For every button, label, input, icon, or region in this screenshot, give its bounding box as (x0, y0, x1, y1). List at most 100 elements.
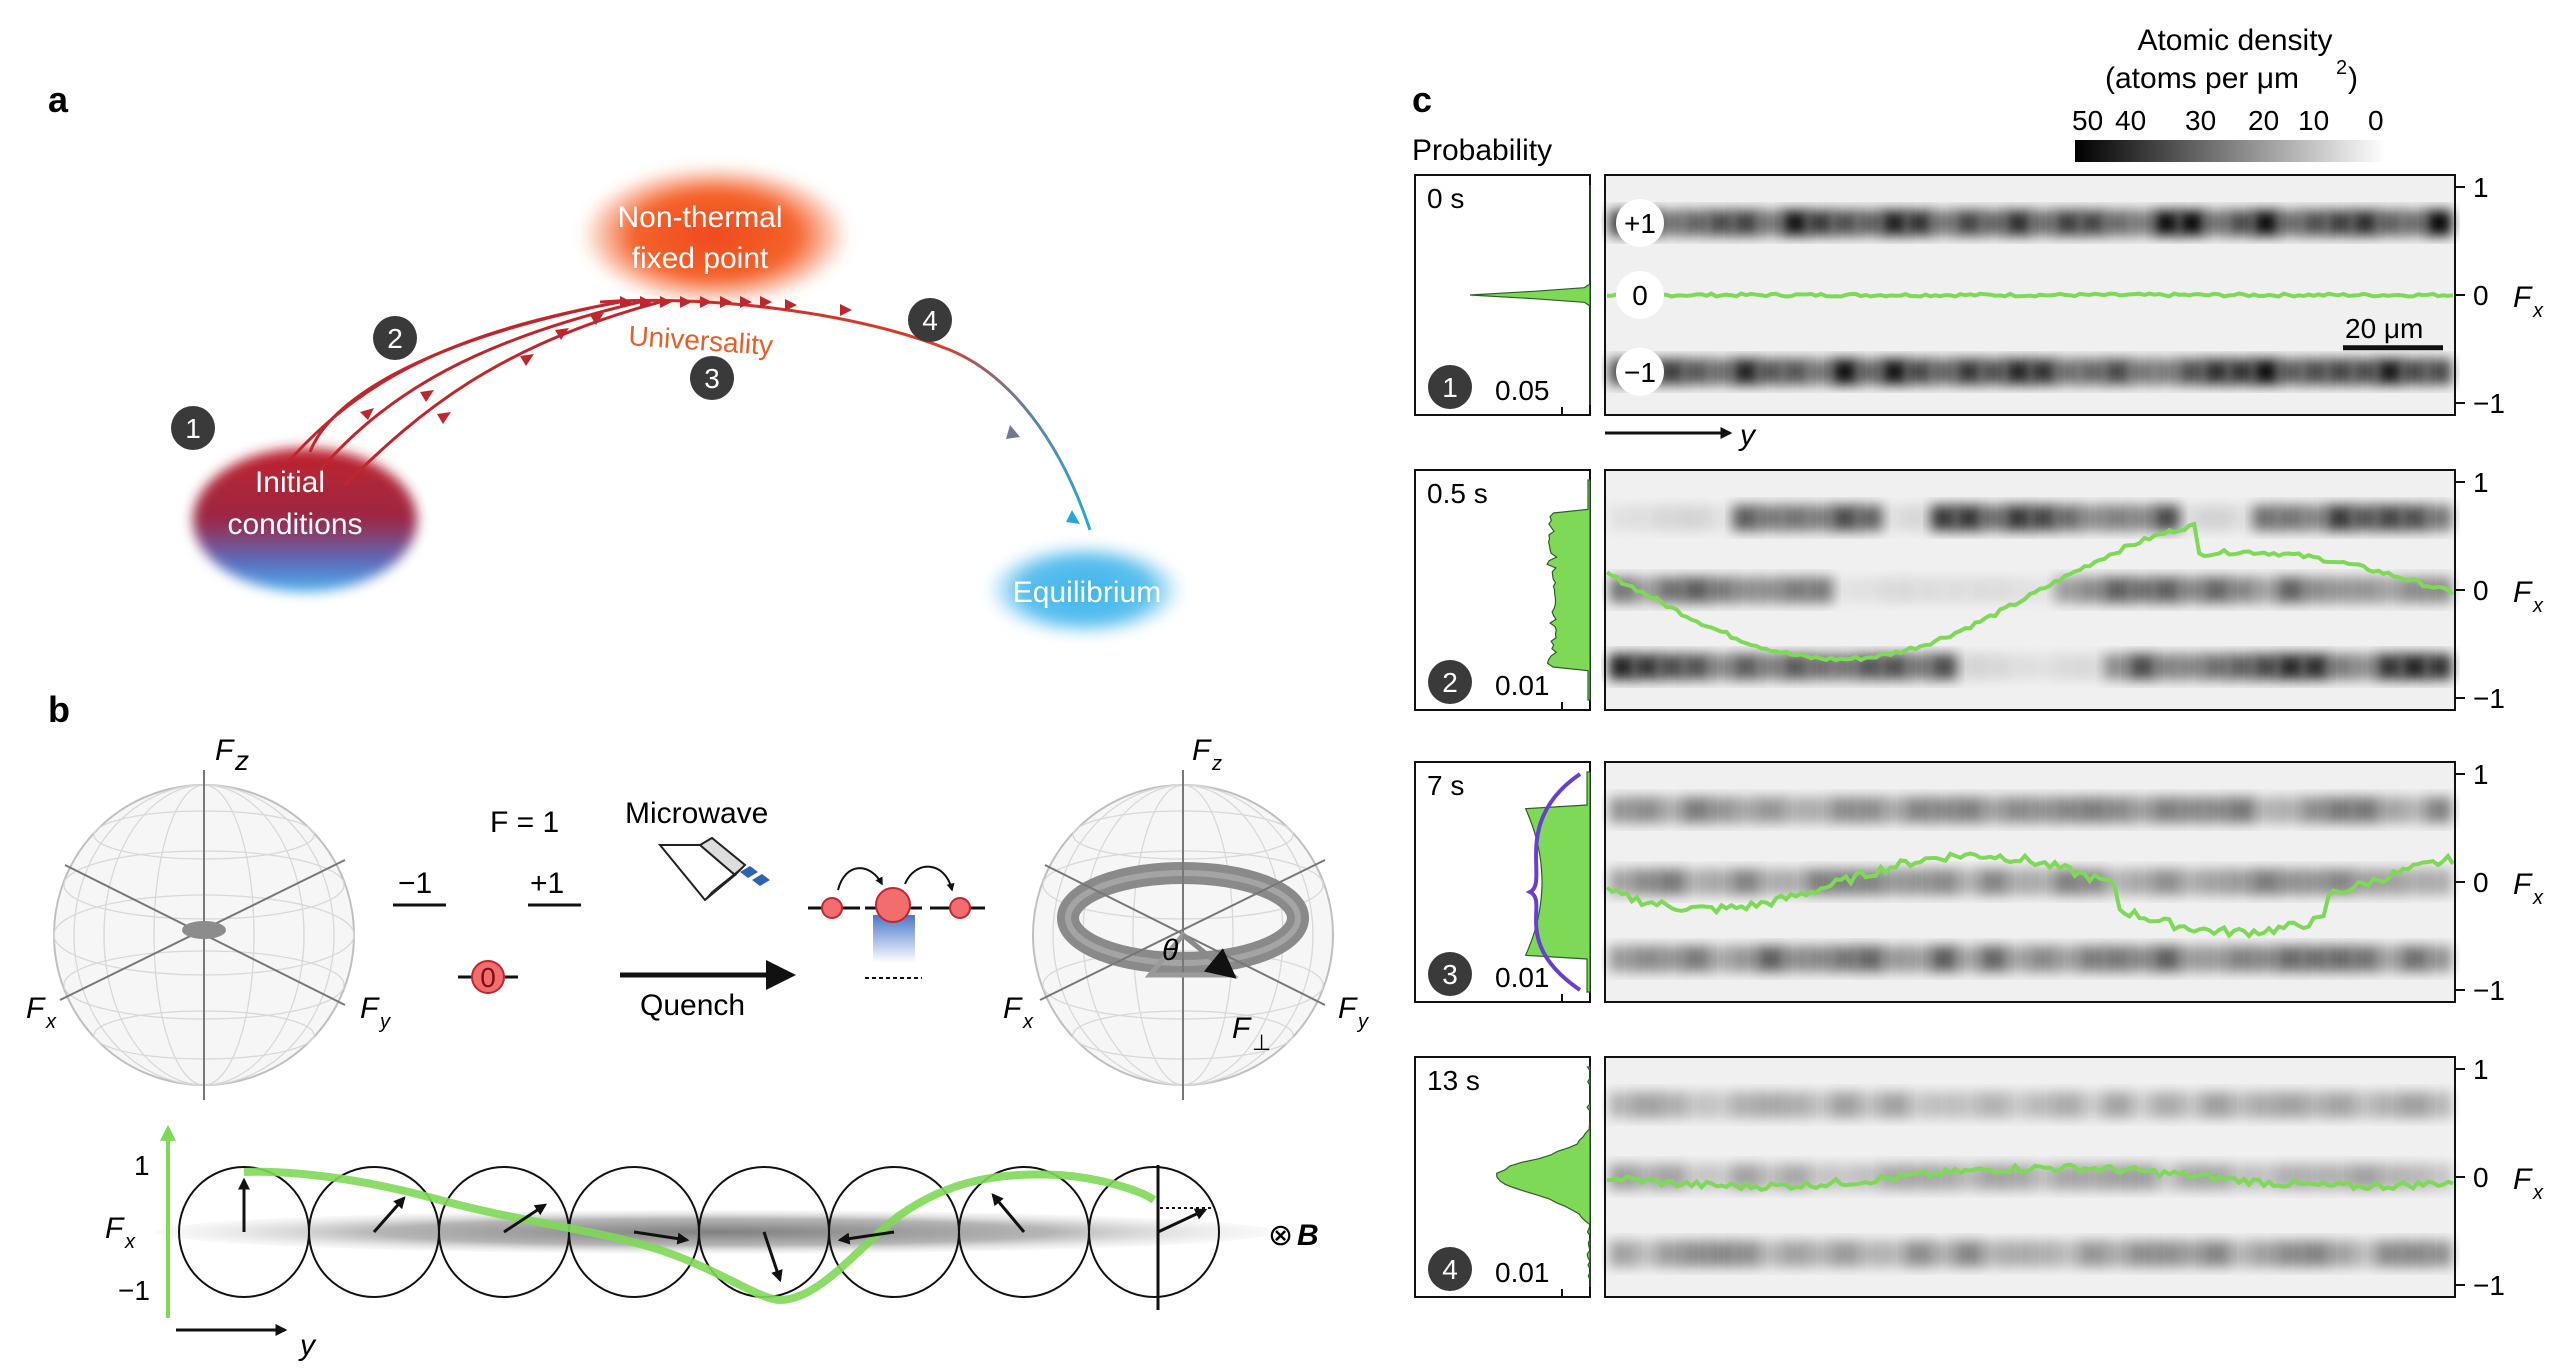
density-band (1782, 797, 1809, 823)
density-band (1856, 1092, 1883, 1118)
density-band (1683, 577, 1710, 603)
density-band (1930, 869, 1957, 895)
density-band (1683, 358, 1710, 385)
svg-text:F: F (1003, 992, 1023, 1025)
density-band (1609, 505, 1635, 531)
density-band (1980, 1240, 2007, 1267)
axis-tick-label: 0 (2473, 867, 2489, 898)
svg-text:y: y (298, 1329, 317, 1362)
density-band (2054, 1240, 2081, 1267)
density-band (2228, 577, 2254, 603)
density-band (1881, 358, 1908, 385)
density-band (2153, 869, 2180, 895)
density-band (1980, 505, 2007, 531)
equilibrium-blob (985, 542, 1185, 638)
density-band (1757, 945, 1784, 972)
fit-curve (1525, 772, 1582, 992)
density-band (1782, 653, 1809, 680)
density-band (1757, 797, 1784, 823)
y-axis-label: y (1738, 419, 1757, 452)
density-band (2302, 1092, 2329, 1118)
density-band (2054, 653, 2081, 680)
density-band (1658, 577, 1685, 603)
density-band (2401, 1092, 2428, 1118)
density-band (1856, 210, 1883, 236)
axis-tick-label: 0 (2473, 1162, 2489, 1193)
microwave-horn: Microwave (625, 797, 770, 902)
bloch-sphere-left: F z F x F y (26, 734, 391, 1100)
density-band (2030, 653, 2056, 680)
spin-label: +1 (1624, 208, 1656, 239)
density-band (2327, 945, 2353, 972)
trajectory-2 (318, 300, 641, 471)
density-band (1708, 869, 1734, 895)
density-band (1906, 577, 1932, 603)
density-band (1732, 797, 1759, 823)
svg-text:4: 4 (922, 305, 938, 336)
density-band (1955, 797, 1982, 823)
axis-tick-label: −1 (2473, 683, 2505, 714)
density-band (1609, 1092, 1635, 1118)
density-band (1683, 1240, 1710, 1267)
spin-label-bg (1616, 271, 1664, 319)
svg-text:B: B (1297, 1219, 1319, 1252)
density-band (1732, 1092, 1759, 1118)
density-band (2302, 945, 2329, 972)
axis-tick-label: 1 (2473, 1054, 2489, 1085)
step-number: 1 (1442, 372, 1458, 403)
density-band (2277, 577, 2304, 603)
density-band (1609, 1240, 1635, 1267)
density-band (2401, 358, 2428, 385)
step-marker (1428, 1247, 1472, 1291)
density-band (1856, 945, 1883, 972)
probability-histogram (1496, 1066, 1591, 1287)
density-band (1708, 358, 1734, 385)
density-band (1732, 653, 1759, 680)
arrowhead-gray (1006, 425, 1020, 439)
density-band (2178, 358, 2205, 385)
density-band (1906, 797, 1932, 823)
panel-c: c Probability Atomic density (atoms per … (1412, 24, 2544, 1301)
svg-text:θ: θ (1162, 934, 1179, 967)
axis-tick-label: −1 (2473, 975, 2505, 1006)
svg-text:x: x (45, 1011, 57, 1033)
probability-histogram (1524, 771, 1591, 993)
density-band (1930, 210, 1957, 236)
density-band (1980, 1092, 2007, 1118)
density-band (1955, 945, 1982, 972)
panel-b-letter: b (48, 689, 70, 730)
scale-bar-label: 20 μm (2345, 313, 2423, 344)
fx-label: F (2513, 868, 2533, 901)
density-band (2228, 653, 2254, 680)
density-band (2079, 1092, 2106, 1118)
density-band (2005, 797, 2031, 823)
svg-text:0: 0 (480, 962, 496, 993)
density-band (2327, 577, 2353, 603)
density-band (2153, 653, 2180, 680)
fx-label: F (2513, 1163, 2533, 1196)
density-band (2302, 869, 2329, 895)
density-band (1633, 1240, 1660, 1267)
post-quench-levels (808, 865, 985, 979)
density-band (1856, 358, 1883, 385)
fx-label: F (2513, 576, 2533, 609)
density-band (1980, 797, 2007, 823)
density-row-1: 0 s 1 0.05 1 0 −1 F x +1 0 −1 20 μm y (1414, 172, 2544, 452)
density-band (2302, 358, 2329, 385)
density-band (2252, 869, 2279, 895)
density-band (1955, 505, 1982, 531)
density-band (1732, 577, 1759, 603)
density-band (2079, 653, 2106, 680)
density-band (1930, 358, 1957, 385)
density-band (2203, 797, 2230, 823)
density-band (2327, 1240, 2353, 1267)
density-band (2376, 577, 2403, 603)
density-band (2376, 210, 2403, 236)
density-band (2153, 1092, 2180, 1118)
density-band (2203, 358, 2230, 385)
trajectory-4 (308, 306, 591, 453)
density-band (2178, 577, 2205, 603)
density-band (1881, 1240, 1908, 1267)
density-band (1732, 210, 1759, 236)
density-band (1955, 653, 1982, 680)
